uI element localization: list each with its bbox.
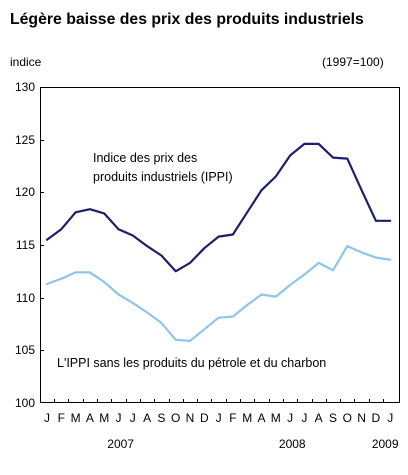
x-tick-label: A	[257, 411, 266, 425]
x-tick-label: M	[270, 411, 281, 425]
x-tick-label: J	[301, 411, 308, 425]
x-tick-label: D	[371, 411, 381, 425]
series-lines	[45, 142, 392, 342]
x-year-label: 2007	[107, 437, 134, 451]
y-tick-label: 100	[14, 396, 35, 410]
x-tick-label: J	[387, 411, 394, 425]
x-tick-label: O	[342, 411, 352, 425]
x-tick-label: N	[357, 411, 366, 425]
x-tick-label: F	[229, 411, 237, 425]
series-line-ippi-excluding-petroleum-coal	[45, 245, 392, 342]
x-tick-label: S	[157, 411, 166, 425]
x-tick-label: J	[44, 411, 50, 425]
x-tick-label: J	[129, 411, 136, 425]
y-tick-label: 120	[14, 185, 35, 200]
x-tick-label: M	[70, 411, 81, 425]
x-tick-marks	[54, 399, 384, 403]
x-tick-label: A	[143, 411, 152, 425]
y-axis-unit-label: indice	[10, 55, 42, 69]
x-tick-label: S	[328, 411, 337, 425]
series-line-ippi	[45, 142, 392, 273]
x-year-label: 2008	[278, 437, 306, 451]
index-base-note: (1997=100)	[322, 55, 384, 69]
y-tick-label: 130	[14, 80, 35, 94]
y-tick-label: 110	[15, 290, 35, 305]
y-tick-marks	[40, 140, 44, 351]
x-tick-label: A	[314, 411, 323, 425]
x-year-label: 2009	[371, 437, 399, 451]
x-tick-label: J	[115, 411, 122, 425]
y-tick-label: 105	[14, 343, 35, 358]
x-tick-label: J	[215, 411, 222, 425]
y-tick-label: 125	[14, 132, 35, 147]
x-tick-label: D	[199, 411, 209, 425]
chart-title: Légère baisse des prix des produits indu…	[10, 11, 364, 28]
x-tick-label: M	[242, 411, 253, 425]
x-tick-label: A	[85, 411, 94, 425]
x-tick-label: J	[287, 411, 294, 425]
x-tick-label: F	[57, 411, 65, 425]
series-label-ippi-excluding-petroleum-coal: L'IPPI sans les produits du pétrole et d…	[57, 356, 327, 370]
x-tick-label: M	[99, 411, 110, 425]
x-tick-label: N	[185, 411, 195, 425]
series-label-ippi: Indice des prix des produits industriels…	[93, 151, 233, 184]
x-tick-label: O	[171, 411, 181, 425]
y-tick-label: 115	[15, 238, 35, 252]
